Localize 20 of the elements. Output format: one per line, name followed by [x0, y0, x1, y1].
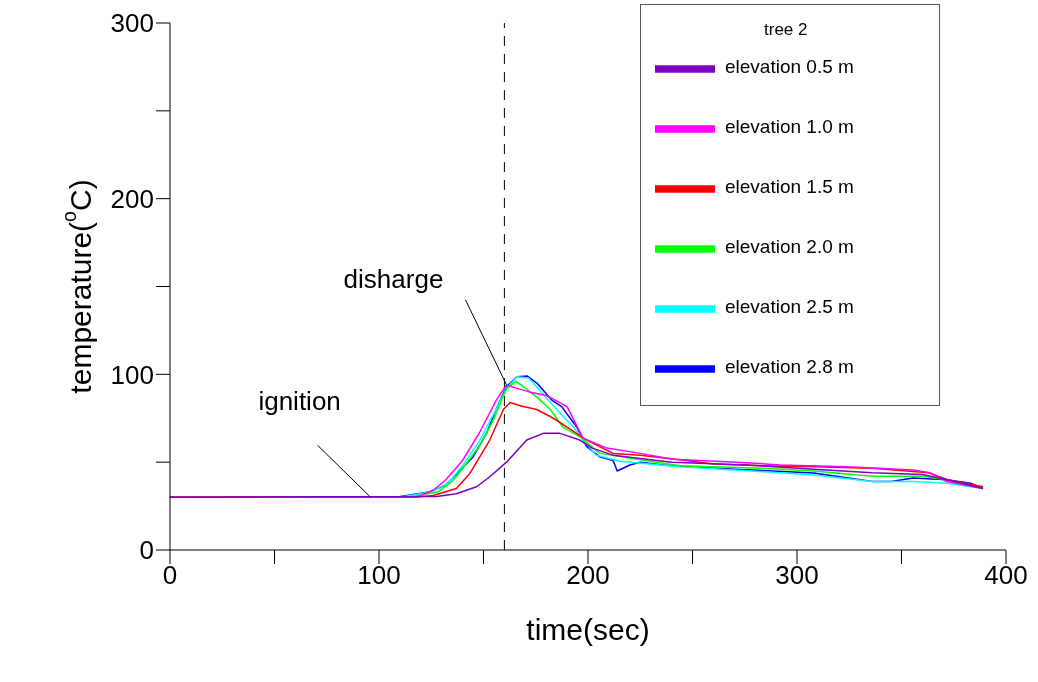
legend-label: elevation 0.5 m: [725, 55, 854, 77]
y-tick-label: 100: [110, 359, 154, 390]
y-tick-label: 200: [110, 183, 154, 214]
legend-label: elevation 1.5 m: [725, 175, 854, 197]
legend-label: elevation 2.5 m: [725, 295, 854, 317]
x-tick-label: 0: [162, 560, 178, 591]
legend-title: tree 2: [764, 20, 808, 40]
line-series: [170, 432, 984, 499]
annotation: ignition: [258, 386, 341, 417]
x-tick-label: 200: [566, 560, 610, 591]
legend-label: elevation 2.0 m: [725, 235, 854, 257]
y-tick-label: 300: [110, 8, 154, 39]
x-tick-label: 100: [357, 560, 401, 591]
x-axis-title: time(sec): [526, 613, 650, 646]
annotation: disharge: [343, 263, 444, 294]
legend-label: elevation 2.8 m: [725, 355, 854, 377]
legend-label: elevation 1.0 m: [725, 115, 854, 137]
y-tick-label: 0: [139, 535, 154, 566]
x-tick-label: 300: [775, 560, 819, 591]
x-tick-label: 400: [984, 560, 1028, 591]
